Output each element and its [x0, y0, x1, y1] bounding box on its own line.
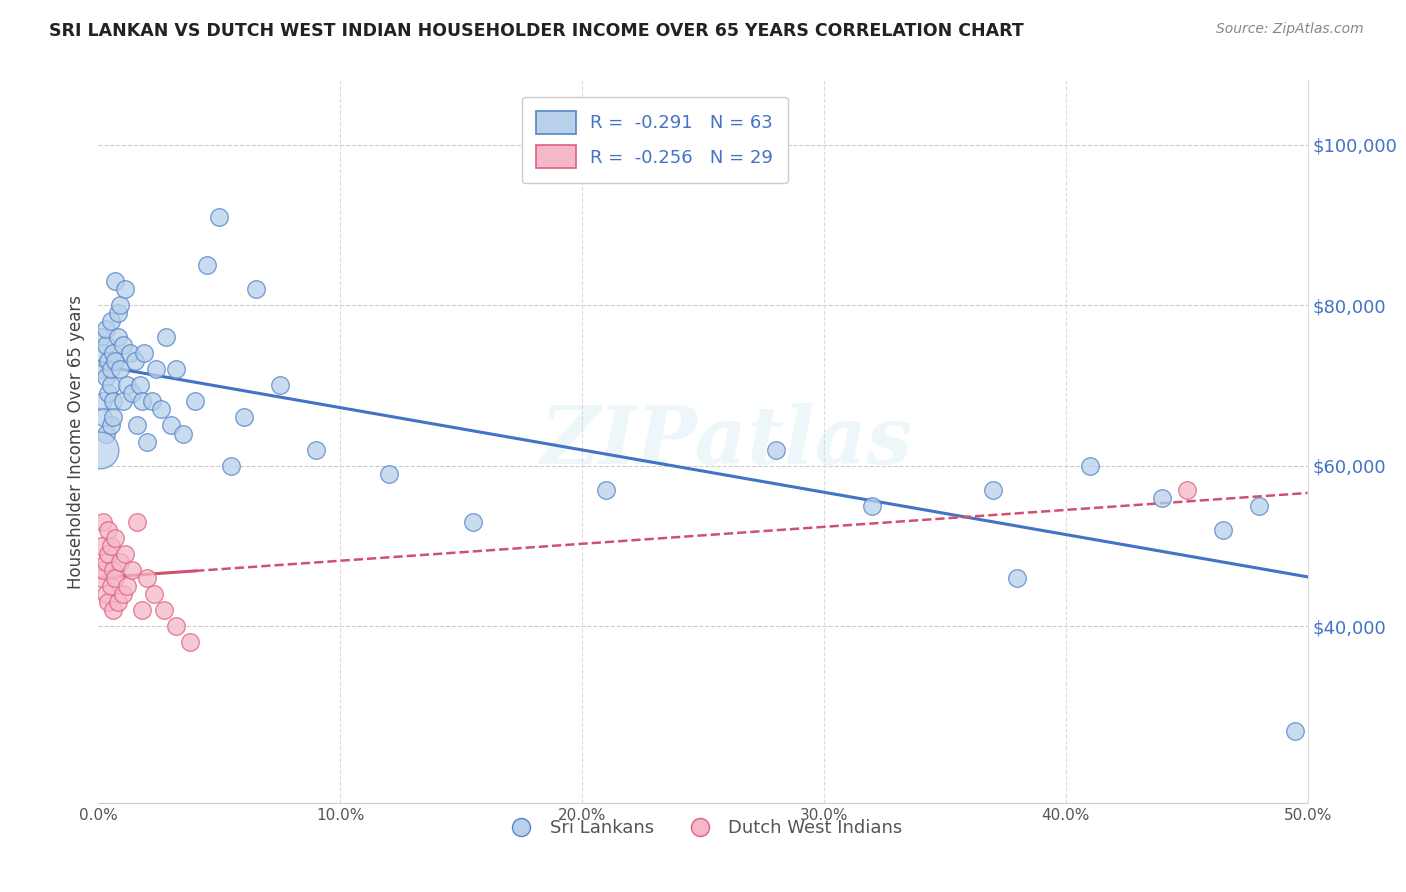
- Point: [179, 635, 201, 649]
- Point: [221, 458, 243, 473]
- Point: [145, 362, 167, 376]
- Point: [595, 483, 617, 497]
- Point: [101, 563, 124, 577]
- Point: [90, 539, 112, 553]
- Point: [184, 394, 207, 409]
- Point: [135, 434, 157, 449]
- Point: [91, 515, 114, 529]
- Point: [100, 362, 122, 376]
- Point: [1007, 571, 1029, 585]
- Point: [101, 603, 124, 617]
- Point: [1212, 523, 1234, 537]
- Point: [100, 314, 122, 328]
- Point: [104, 354, 127, 368]
- Point: [111, 394, 134, 409]
- Point: [108, 298, 131, 312]
- Point: [245, 282, 267, 296]
- Point: [1249, 499, 1271, 513]
- Point: [172, 426, 194, 441]
- Point: [981, 483, 1004, 497]
- Point: [97, 547, 120, 561]
- Point: [305, 442, 328, 457]
- Point: [208, 210, 231, 224]
- Point: [118, 346, 141, 360]
- Point: [111, 587, 134, 601]
- Point: [1284, 723, 1306, 738]
- Point: [104, 571, 127, 585]
- Point: [463, 515, 485, 529]
- Point: [127, 418, 149, 433]
- Point: [89, 442, 111, 457]
- Point: [143, 587, 166, 601]
- Point: [100, 579, 122, 593]
- Point: [860, 499, 883, 513]
- Point: [108, 555, 131, 569]
- Point: [131, 603, 153, 617]
- Point: [101, 394, 124, 409]
- Point: [108, 362, 131, 376]
- Point: [135, 571, 157, 585]
- Point: [94, 587, 117, 601]
- Point: [104, 274, 127, 288]
- Point: [97, 523, 120, 537]
- Point: [195, 258, 218, 272]
- Point: [121, 563, 143, 577]
- Point: [1175, 483, 1198, 497]
- Point: [114, 547, 136, 561]
- Text: SRI LANKAN VS DUTCH WEST INDIAN HOUSEHOLDER INCOME OVER 65 YEARS CORRELATION CHA: SRI LANKAN VS DUTCH WEST INDIAN HOUSEHOL…: [49, 22, 1024, 40]
- Point: [94, 338, 117, 352]
- Point: [97, 354, 120, 368]
- Point: [127, 515, 149, 529]
- Point: [131, 394, 153, 409]
- Legend: Sri Lankans, Dutch West Indians: Sri Lankans, Dutch West Indians: [496, 812, 910, 845]
- Point: [100, 539, 122, 553]
- Point: [117, 378, 139, 392]
- Point: [1078, 458, 1101, 473]
- Point: [104, 531, 127, 545]
- Point: [269, 378, 291, 392]
- Point: [101, 346, 124, 360]
- Text: Source: ZipAtlas.com: Source: ZipAtlas.com: [1216, 22, 1364, 37]
- Point: [765, 442, 787, 457]
- Point: [90, 362, 112, 376]
- Point: [107, 595, 129, 609]
- Point: [121, 386, 143, 401]
- Point: [94, 426, 117, 441]
- Point: [141, 394, 163, 409]
- Point: [232, 410, 254, 425]
- Point: [101, 410, 124, 425]
- Point: [155, 330, 177, 344]
- Point: [165, 619, 187, 633]
- Point: [97, 595, 120, 609]
- Point: [90, 571, 112, 585]
- Point: [165, 362, 187, 376]
- Point: [150, 402, 173, 417]
- Point: [91, 563, 114, 577]
- Text: ZIPatlas: ZIPatlas: [541, 403, 914, 480]
- Point: [124, 354, 146, 368]
- Point: [100, 378, 122, 392]
- Point: [1152, 491, 1174, 505]
- Point: [114, 282, 136, 296]
- Point: [97, 386, 120, 401]
- Point: [107, 330, 129, 344]
- Y-axis label: Householder Income Over 65 years: Householder Income Over 65 years: [66, 294, 84, 589]
- Point: [90, 330, 112, 344]
- Point: [100, 418, 122, 433]
- Point: [111, 338, 134, 352]
- Point: [152, 603, 174, 617]
- Point: [94, 555, 117, 569]
- Point: [91, 410, 114, 425]
- Point: [91, 394, 114, 409]
- Point: [377, 467, 399, 481]
- Point: [91, 346, 114, 360]
- Point: [94, 322, 117, 336]
- Point: [107, 306, 129, 320]
- Point: [128, 378, 150, 392]
- Point: [160, 418, 183, 433]
- Point: [94, 370, 117, 384]
- Point: [117, 579, 139, 593]
- Point: [134, 346, 156, 360]
